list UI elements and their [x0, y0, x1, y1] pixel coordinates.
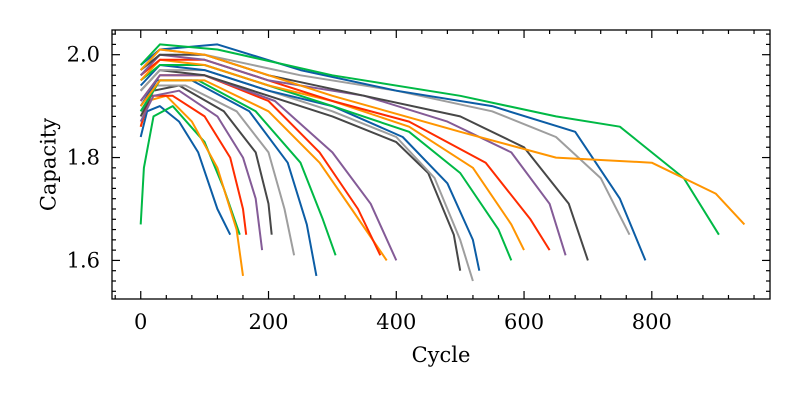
series-line-16 — [140, 64, 513, 261]
series-line-12 — [139, 74, 398, 261]
series-line-14 — [139, 69, 474, 282]
series-line-1 — [139, 105, 232, 236]
x-axis-label: Cycle — [412, 343, 471, 367]
series-line-13 — [139, 69, 462, 271]
series-line-20 — [140, 53, 589, 261]
series-line-24 — [139, 48, 746, 226]
series-line-11 — [139, 74, 382, 256]
series-line-18 — [140, 58, 551, 251]
x-tick-label: 0 — [134, 310, 147, 334]
series-line-3 — [139, 94, 244, 277]
plot-frame — [111, 29, 771, 300]
x-tick-label: 800 — [632, 310, 672, 334]
series-line-5 — [139, 89, 264, 251]
series-line-10 — [139, 79, 388, 261]
y-tick-label: 1.8 — [67, 146, 100, 170]
axis-ticks: 0 200 400 600 800 1.6 1.8 2.0 — [67, 30, 770, 334]
y-axis-label: Capacity — [36, 118, 60, 211]
series-line-4 — [139, 94, 248, 235]
y-tick-label: 1.6 — [67, 248, 100, 272]
x-tick-label: 200 — [248, 310, 288, 334]
x-tick-label: 600 — [504, 310, 544, 334]
series-line-22 — [140, 43, 647, 261]
series-line-2 — [139, 105, 241, 236]
series-lines — [139, 43, 746, 282]
series-line-23 — [139, 43, 720, 236]
y-tick-label: 2.0 — [67, 43, 100, 67]
x-tick-label: 400 — [376, 310, 416, 334]
